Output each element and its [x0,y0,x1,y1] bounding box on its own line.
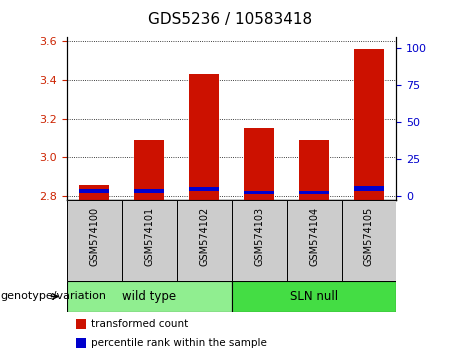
Bar [177,200,231,281]
Text: SLN null: SLN null [290,290,338,303]
Text: percentile rank within the sample: percentile rank within the sample [91,338,267,348]
Bar [231,200,287,281]
Text: GSM574101: GSM574101 [144,207,154,266]
Bar [342,200,396,281]
Text: GSM574102: GSM574102 [199,207,209,266]
Bar [189,187,219,191]
Bar [122,200,177,281]
Bar [79,189,109,193]
Bar [231,281,396,312]
Text: transformed count: transformed count [91,319,188,329]
Text: genotype/variation: genotype/variation [0,291,106,302]
Bar [189,74,219,200]
Bar [244,128,274,200]
Bar [244,191,274,194]
Bar [354,187,384,191]
Text: GSM574100: GSM574100 [89,207,99,266]
Text: GSM574105: GSM574105 [364,207,374,266]
Bar [79,184,109,200]
Bar [134,189,165,193]
Bar [287,200,342,281]
Bar [299,191,329,194]
Text: GSM574104: GSM574104 [309,207,319,266]
Text: GDS5236 / 10583418: GDS5236 / 10583418 [148,12,313,27]
Bar [67,200,122,281]
Bar [134,140,165,200]
Text: GSM574103: GSM574103 [254,207,264,266]
Bar [299,140,329,200]
Bar [354,49,384,200]
Bar [67,281,231,312]
Text: wild type: wild type [122,290,176,303]
